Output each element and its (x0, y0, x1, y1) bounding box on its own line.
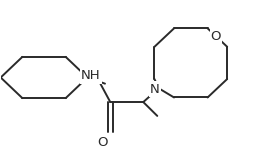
Text: N: N (150, 82, 160, 95)
Text: NH: NH (81, 69, 101, 82)
Text: O: O (98, 136, 108, 149)
Text: O: O (211, 29, 221, 42)
